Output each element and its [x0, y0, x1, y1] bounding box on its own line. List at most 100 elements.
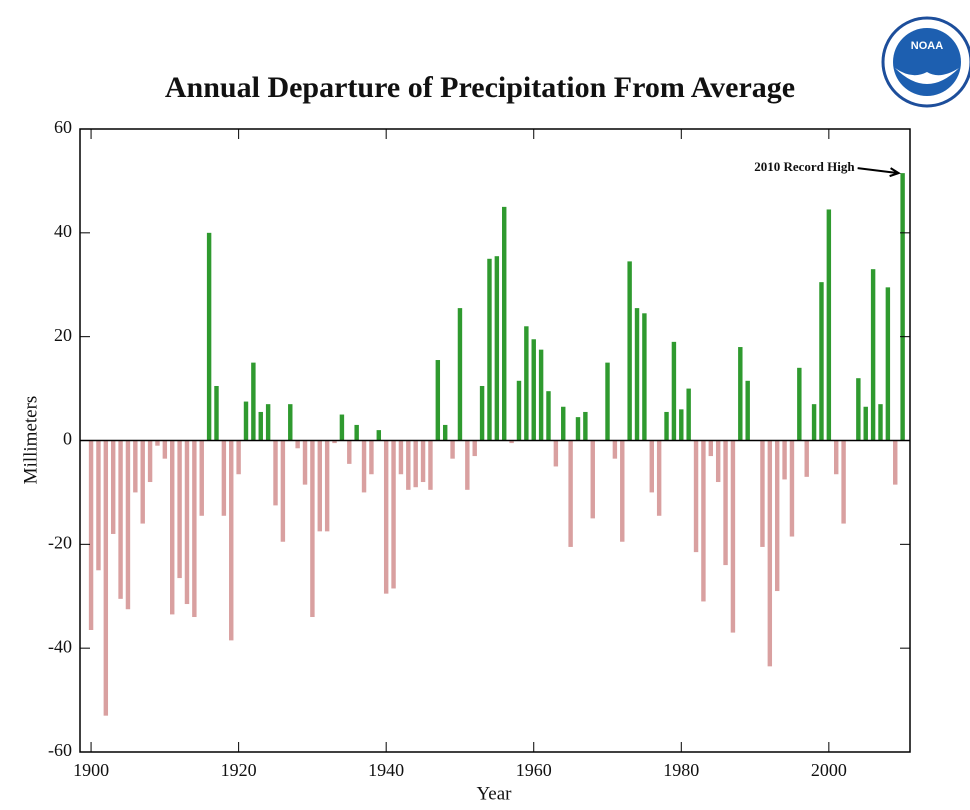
bar — [575, 417, 581, 441]
bar — [605, 362, 610, 441]
bar — [701, 440, 706, 602]
bar — [184, 440, 190, 605]
logo-bird — [895, 68, 959, 84]
bar — [229, 440, 234, 641]
y-axis-label: Millimeters — [20, 396, 41, 485]
bar — [885, 287, 891, 441]
bar — [265, 404, 271, 441]
bar — [457, 308, 463, 441]
bar — [841, 440, 846, 524]
bar — [199, 440, 204, 516]
x-axis-label: Year — [476, 783, 512, 804]
bar — [162, 440, 168, 459]
y-tick-label: -40 — [48, 636, 72, 656]
bar — [590, 440, 595, 519]
y-tick-label: 60 — [54, 117, 72, 137]
bar — [155, 440, 160, 446]
logo-text: NOAA — [911, 40, 943, 52]
bar — [774, 440, 780, 592]
bar — [900, 173, 905, 441]
bar — [435, 360, 441, 441]
bar — [634, 308, 640, 441]
bar — [236, 440, 241, 475]
bar — [546, 391, 551, 441]
bar — [642, 313, 647, 441]
bar — [398, 440, 404, 475]
bar — [531, 339, 536, 441]
bar — [118, 440, 123, 599]
bar — [789, 440, 795, 537]
x-tick-label: 1940 — [368, 760, 404, 780]
bar — [671, 341, 677, 441]
logo-disc — [893, 28, 961, 96]
bar — [406, 440, 411, 490]
bar — [863, 406, 868, 441]
bar — [317, 440, 322, 532]
bar — [583, 411, 588, 441]
bar — [502, 206, 507, 441]
bar — [273, 440, 278, 506]
bar — [664, 411, 669, 441]
bar — [730, 440, 736, 633]
y-tick-label: 20 — [54, 325, 72, 345]
bar — [760, 440, 765, 547]
bar — [738, 347, 743, 441]
bar — [192, 440, 197, 618]
bar — [627, 261, 632, 441]
bar — [96, 440, 101, 571]
bar — [295, 440, 300, 449]
bar — [509, 440, 514, 444]
bar — [487, 258, 492, 441]
bar — [332, 440, 337, 444]
bar — [206, 232, 212, 441]
bar — [339, 414, 345, 441]
bar — [214, 385, 219, 441]
bar — [310, 440, 315, 618]
bar — [133, 440, 138, 493]
bar — [413, 440, 418, 488]
y-tick-label: 40 — [54, 221, 72, 241]
bar — [649, 440, 654, 493]
bar — [479, 385, 485, 441]
bar — [767, 440, 773, 667]
bar — [140, 440, 145, 524]
x-tick-label: 1920 — [221, 760, 257, 780]
bar — [170, 440, 175, 615]
logo: NOAA — [881, 16, 970, 108]
bar — [856, 378, 861, 441]
bar — [420, 440, 426, 483]
bar — [494, 256, 500, 441]
bar — [465, 440, 470, 490]
bar — [147, 440, 153, 483]
bar — [383, 440, 389, 594]
bar — [797, 367, 802, 441]
bar — [369, 440, 374, 475]
bar — [442, 424, 448, 441]
bar — [656, 440, 662, 516]
bar — [745, 380, 750, 441]
bar — [347, 440, 352, 464]
bar — [472, 440, 477, 457]
bar — [715, 440, 721, 483]
bar — [324, 440, 330, 532]
bar — [177, 440, 182, 579]
bar — [361, 440, 367, 493]
bar — [568, 440, 573, 547]
bar — [693, 440, 699, 553]
bar — [723, 440, 728, 566]
annotation-arrow — [857, 167, 901, 178]
bar — [804, 440, 809, 477]
bar — [538, 349, 544, 441]
bar — [450, 440, 455, 459]
bar — [354, 424, 359, 441]
bar — [302, 440, 308, 485]
bar — [686, 388, 691, 441]
y-tick-label: 0 — [63, 429, 72, 449]
bar — [103, 440, 109, 716]
bar — [834, 440, 839, 475]
bar — [376, 430, 382, 441]
bar — [524, 326, 529, 441]
chart-title: Annual Departure of Precipitation From A… — [165, 71, 795, 104]
annotation: 2010 Record High — [754, 159, 855, 174]
